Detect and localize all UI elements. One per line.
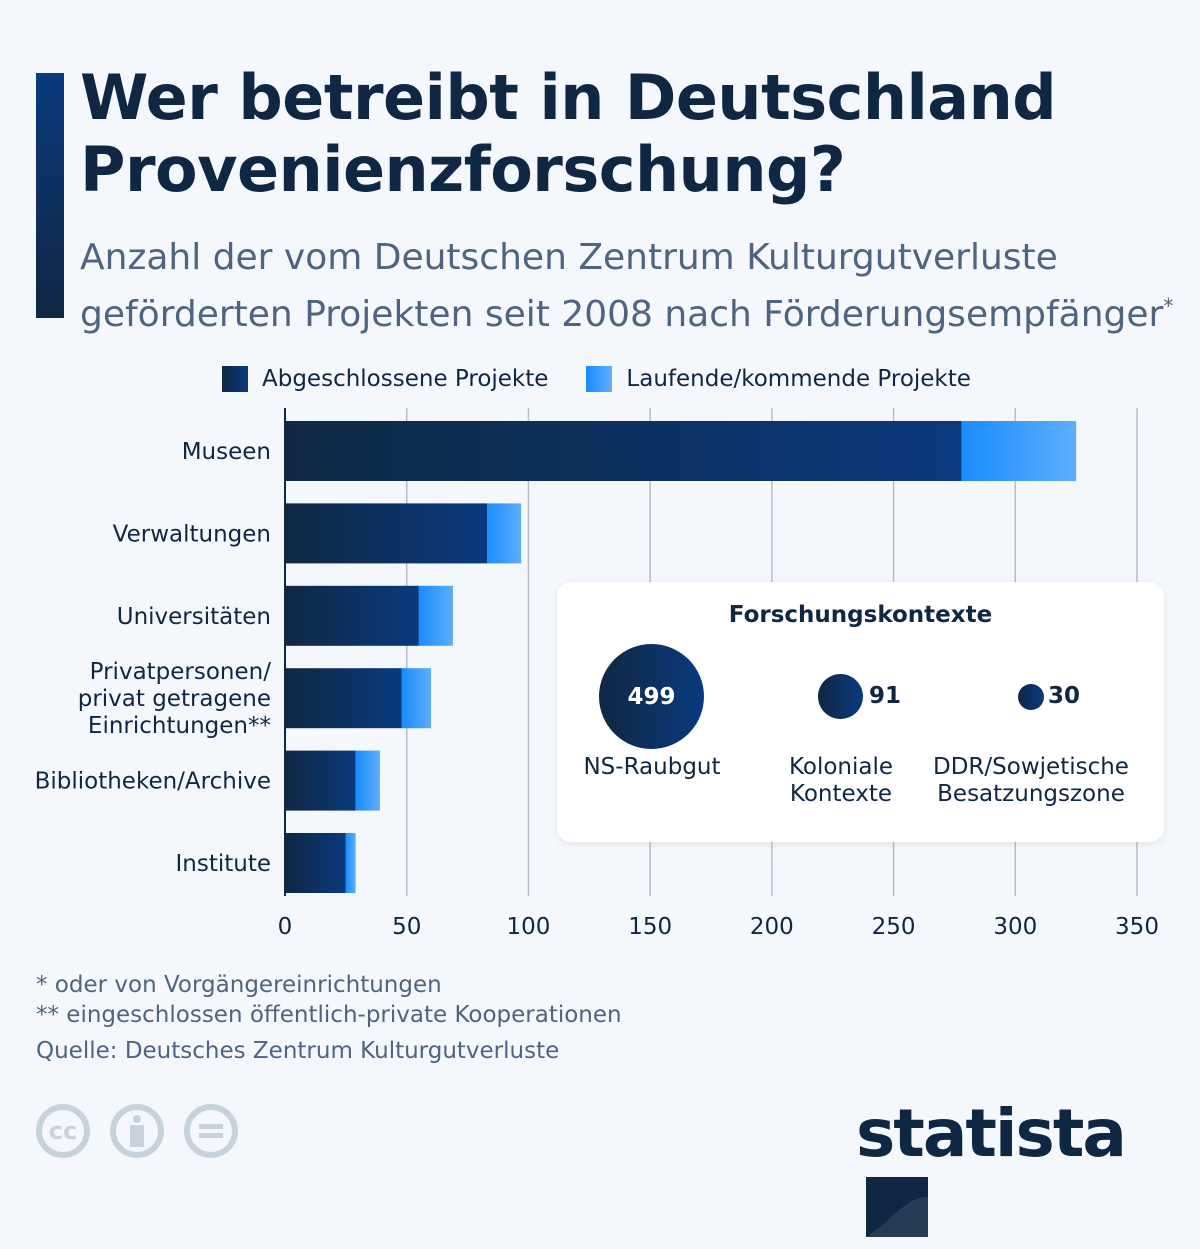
- bar-laufend: [401, 668, 432, 729]
- accent-bar: [36, 73, 64, 318]
- bubble-label: NS-Raubgut: [557, 754, 747, 781]
- logo-text: statista: [856, 1095, 1127, 1172]
- legend: Abgeschlossene Projekte Laufende/kommend…: [222, 366, 971, 392]
- category-label: Verwaltungen: [113, 521, 271, 547]
- title-line: Wer betreibt in Deutschland: [80, 61, 1057, 134]
- legend-item: Abgeschlossene Projekte: [222, 366, 548, 392]
- bar-laufend: [355, 750, 380, 811]
- attribution-icon[interactable]: [110, 1104, 164, 1158]
- bar-laufend: [961, 421, 1077, 481]
- bar-abgeschlossen: [285, 750, 356, 811]
- research-context-panel: Forschungskontexte 499 91 30 NS-Raubgut …: [557, 582, 1164, 842]
- bar-laufend: [418, 585, 453, 646]
- label-line: Kontexte: [789, 781, 893, 807]
- bubble-value: 499: [627, 683, 676, 710]
- x-tick-label: 100: [506, 914, 550, 940]
- subtitle: Anzahl der vom Deutschen Zentrum Kulturg…: [80, 234, 1173, 339]
- bar-laufend: [487, 503, 522, 564]
- bubble-koloniale: [818, 674, 863, 719]
- x-tick-label: 200: [750, 914, 794, 940]
- category-label: Privatpersonen/: [90, 659, 272, 685]
- category-label: Bibliotheken/Archive: [35, 769, 271, 795]
- bubble-ddr: [1018, 684, 1044, 710]
- footnotes: * oder von Vorgängereinrichtungen ** ein…: [36, 970, 622, 1030]
- bubble-value: 91: [869, 683, 902, 709]
- bar-laufend: [345, 833, 356, 893]
- no-derivatives-icon[interactable]: [184, 1104, 238, 1158]
- panel-title: Forschungskontexte: [728, 602, 993, 628]
- legend-label: Laufende/kommende Projekte: [626, 366, 971, 392]
- title-line: Provenienzforschung?: [80, 133, 846, 206]
- x-tick-label: 50: [392, 914, 421, 940]
- x-tick-label: 250: [872, 914, 916, 940]
- bubble-ns-raubgut: 499: [599, 644, 704, 749]
- legend-label: Abgeschlossene Projekte: [262, 366, 549, 392]
- statista-logo[interactable]: statista: [856, 1095, 1200, 1249]
- subtitle-line: geförderten Projekten seit 2008 nach För…: [80, 294, 1164, 335]
- category-label: Einrichtungen**: [88, 713, 271, 739]
- bar-abgeschlossen: [285, 668, 402, 729]
- statista-logo-icon: [866, 1177, 928, 1237]
- legend-swatch: [222, 366, 248, 392]
- label-line: Besatzungszone: [937, 781, 1125, 807]
- bar-abgeschlossen: [285, 585, 419, 646]
- bubble-label: DDR/Sowjetische Besatzungszone: [921, 754, 1141, 808]
- footnote: * oder von Vorgängereinrichtungen: [36, 972, 442, 998]
- bar-abgeschlossen: [285, 833, 346, 893]
- bubble-value: 30: [1048, 683, 1081, 709]
- source: Quelle: Deutsches Zentrum Kulturgutverlu…: [36, 1038, 560, 1064]
- legend-swatch: [586, 366, 613, 392]
- x-tick-label: 150: [628, 914, 672, 940]
- cc-icon[interactable]: cc: [36, 1104, 90, 1158]
- subtitle-line: Anzahl der vom Deutschen Zentrum Kulturg…: [80, 237, 1058, 278]
- legend-item: Laufende/kommende Projekte: [586, 366, 971, 392]
- bar-chart: 0 50 100 150 200 250 300 350 Museen Verwaltungen U…: [35, 408, 1159, 940]
- label-line: DDR/Sowjetische: [933, 754, 1129, 780]
- bar-abgeschlossen: [285, 421, 962, 481]
- label-line: NS-Raubgut: [583, 754, 721, 780]
- x-tick-label: 350: [1115, 914, 1159, 940]
- category-label: privat getragene: [78, 686, 271, 712]
- footnote-mark: *: [1163, 294, 1174, 318]
- category-label: Institute: [175, 851, 271, 877]
- bubble-label: Koloniale Kontexte: [751, 754, 931, 808]
- footnote: ** eingeschlossen öffentlich-private Koo…: [36, 1002, 622, 1028]
- category-label: Museen: [182, 439, 271, 465]
- label-line: Koloniale: [788, 754, 894, 780]
- bar-abgeschlossen: [285, 503, 488, 564]
- x-tick-label: 300: [993, 914, 1037, 940]
- x-tick-label: 0: [278, 914, 293, 940]
- category-label: Universitäten: [117, 604, 271, 630]
- page-title: Wer betreibt in Deutschland Provenienzfo…: [80, 61, 1057, 206]
